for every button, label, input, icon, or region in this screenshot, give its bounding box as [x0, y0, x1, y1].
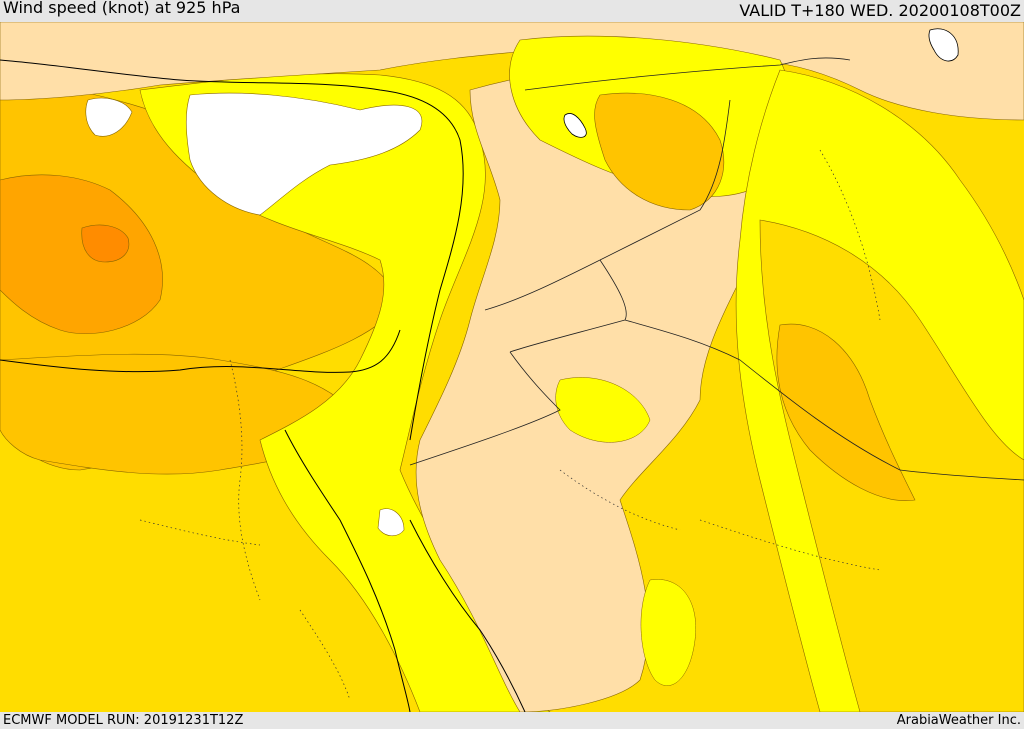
yellow-patch-2: [640, 579, 697, 686]
province-lines: [139, 149, 881, 701]
coastline-africa: [0, 329, 401, 373]
credit: ArabiaWeather Inc.: [896, 713, 1021, 728]
borders: [409, 57, 1024, 481]
white-turkey: [185, 92, 423, 216]
map-title: Wind speed (knot) at 925 hPa: [3, 0, 241, 17]
coastline-arabia: [409, 519, 526, 712]
lake-east: [928, 28, 959, 62]
dark-orange-core: [81, 224, 130, 263]
amber-east-blob: [776, 323, 916, 501]
coastline-red-sea: [284, 429, 411, 712]
white-west: [85, 97, 133, 137]
amber-north-blob: [594, 92, 724, 211]
valid-time: VALID T+180 WED. 20200108T00Z: [739, 1, 1021, 20]
footer-bar: ECMWF MODEL RUN: 20191231T12Z ArabiaWeat…: [0, 712, 1024, 729]
map-svg: [0, 22, 1024, 712]
yellow-patch-1: [555, 377, 651, 443]
model-run: ECMWF MODEL RUN: 20191231T12Z: [3, 713, 244, 728]
white-sinai: [377, 508, 405, 537]
coastline-north: [0, 59, 464, 441]
lake-icon: [563, 113, 587, 138]
title-bar: Wind speed (knot) at 925 hPa VALID T+180…: [0, 0, 1024, 22]
wind-speed-map: [0, 22, 1024, 712]
orange-core: [0, 174, 163, 335]
